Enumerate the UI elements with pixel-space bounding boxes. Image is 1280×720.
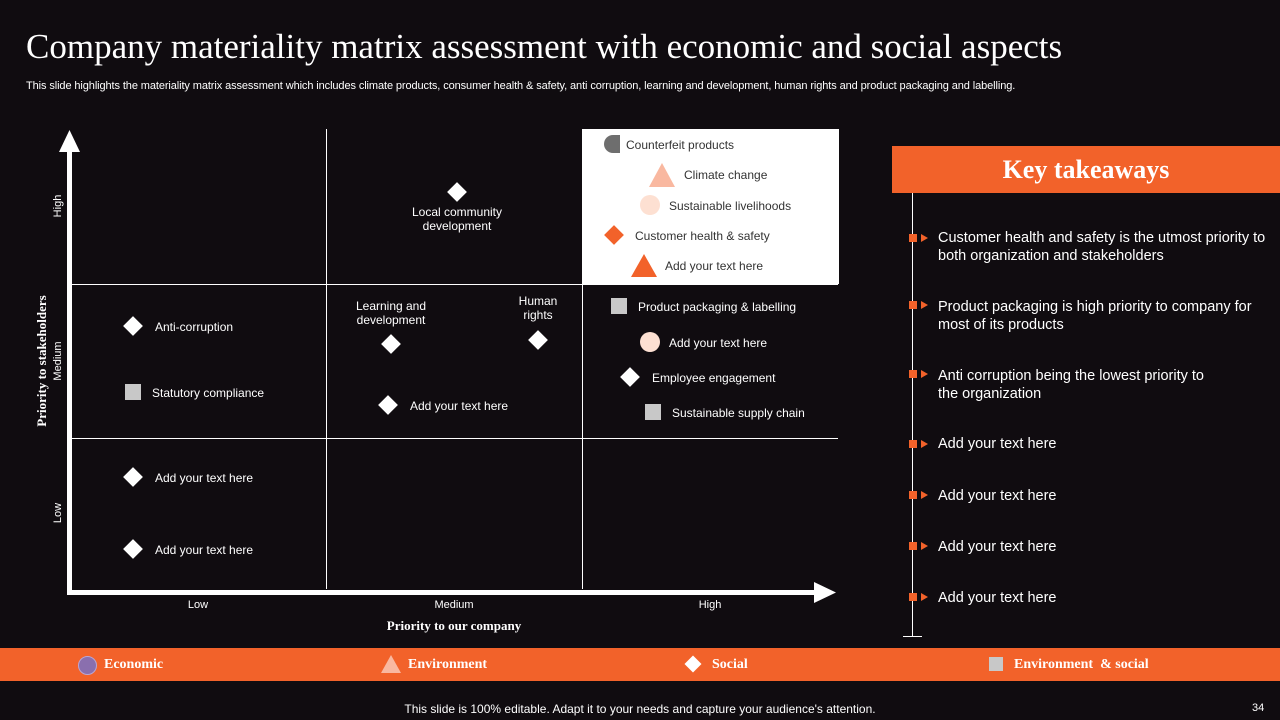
grid-line-v1 [326,129,327,589]
x-tick-low: Low [187,599,209,611]
takeaway-item: Product packaging is high priority to co… [938,299,1252,333]
triangle-icon [631,254,657,277]
arrow-right-icon [921,234,928,242]
item-engagement: Employee engagement [652,371,776,385]
bullet-marker [909,234,917,242]
economic-half-circle-icon [604,135,620,153]
legend-economic: Economic [104,657,164,672]
item-packaging: Product packaging & labelling [638,300,797,314]
takeaway-item: Add your text here [938,488,1057,504]
item-supply-chain: Sustainable supply chain [672,406,805,420]
takeaway-item: Add your text here [938,539,1057,555]
page-number: 34 [1252,702,1265,714]
grid-line-v2 [582,129,583,589]
triangle-icon [381,655,401,673]
y-tick-high: High [52,194,64,218]
legend-environment: Environment [408,657,488,672]
bullet-marker [909,491,917,499]
bullet-marker [909,542,917,550]
square-icon [989,657,1003,671]
arrow-right-icon [921,593,928,601]
x-tick-high: High [698,599,722,611]
item-statutory: Statutory compliance [152,386,265,400]
arrow-right-icon [921,370,928,378]
legend-env-social: Environment & social [1014,657,1149,672]
takeaway-item: Anti corruption being the lowest priorit… [938,368,1204,402]
x-tick-medium: Medium [434,599,474,611]
square-icon [645,404,661,420]
legend-bar [0,648,1280,681]
legend-social: Social [712,657,748,672]
item-low-add-1: Add your text here [155,471,254,485]
y-tick-low: Low [52,502,64,524]
grid-line-h1 [72,284,838,285]
economic-circle-icon [78,656,97,675]
x-axis-title: Priority to our company [386,618,522,633]
item-human-rights: Human rights [518,294,558,322]
takeaway-item: Add your text here [938,590,1057,606]
page-title: Company materiality matrix assessment wi… [26,27,1063,66]
item-livelihoods: Sustainable livelihoods [669,199,792,213]
grid-line-h2 [72,438,838,439]
takeaway-item: Customer health and safety is the utmost… [938,230,1266,264]
item-local-community: Local community development [411,205,503,233]
item-hm-add: Add your text here [669,336,768,350]
takeaways-timeline [912,193,913,637]
square-icon [611,298,627,314]
item-low-add-2: Add your text here [155,543,254,557]
item-mid-add: Add your text here [410,399,509,413]
arrow-right-icon [921,301,928,309]
circle-icon [640,195,660,215]
takeaway-item: Add your text here [938,436,1057,452]
key-takeaways-header: Key takeaways [892,146,1280,193]
bullet-marker [909,301,917,309]
arrow-right-icon [921,491,928,499]
highlight-cell [582,129,839,284]
y-tick-medium: Medium [52,341,64,381]
triangle-icon [649,163,675,187]
takeaways-timeline-end [903,636,922,637]
item-anti-corruption: Anti-corruption [155,320,234,334]
item-health-safety: Customer health & safety [635,229,770,243]
square-icon [125,384,141,400]
arrow-right-icon [921,542,928,550]
y-axis-title: Priority to stakeholders [34,295,49,427]
item-high-add: Add your text here [665,259,764,273]
item-learning: Learning and development [355,299,427,327]
item-counterfeit: Counterfeit products [626,138,735,152]
axes [59,130,836,603]
bullet-marker [909,440,917,448]
bullet-marker [909,593,917,601]
bullet-marker [909,370,917,378]
page-subtitle: This slide highlights the materiality ma… [26,80,1016,92]
arrow-right-icon [921,440,928,448]
item-climate: Climate change [684,168,768,182]
circle-icon [640,332,660,352]
footer-note: This slide is 100% editable. Adapt it to… [404,702,876,716]
